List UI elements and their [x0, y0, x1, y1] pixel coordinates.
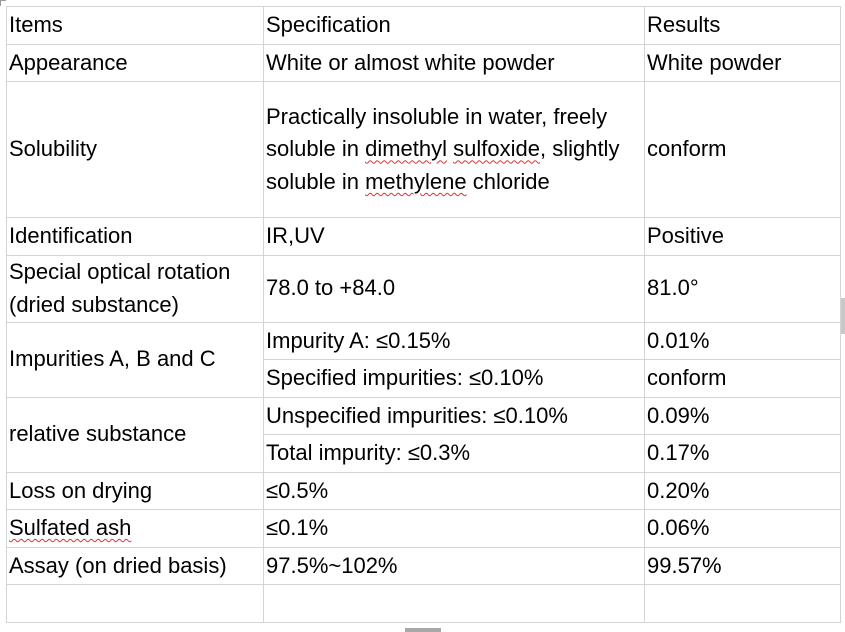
result-cell[interactable]: 0.17% [644, 434, 841, 473]
empty-cell[interactable] [6, 584, 264, 623]
spec-cell[interactable]: Total impurity: ≤0.3% [263, 434, 645, 473]
header-row: Items Specification Results [6, 6, 841, 45]
spellcheck-word: sulfoxide [453, 136, 540, 162]
spec-cell[interactable]: Unspecified impurities: ≤0.10% [263, 396, 645, 435]
table-row: Solubility Practically insoluble in wate… [6, 81, 841, 218]
table-row: relative substance Unspecified impuritie… [6, 396, 841, 473]
item-cell[interactable]: Identification [6, 217, 264, 256]
spec-cell[interactable]: 78.0 to +84.0 [263, 254, 645, 323]
item-line: (dried substance) [9, 291, 179, 317]
result-cell[interactable]: 0.20% [644, 471, 841, 510]
spec-text: , slightly soluble in [266, 136, 620, 194]
table-row: Appearance White or almost white powder … [6, 43, 841, 82]
header-items[interactable]: Items [6, 6, 264, 45]
result-cell[interactable]: 81.0° [644, 254, 841, 323]
item-cell-merged[interactable]: Impurities A, B and C [6, 321, 264, 398]
spec-text: chloride [466, 168, 550, 194]
result-cell[interactable]: conform [644, 359, 841, 398]
item-line: Special optical rotation [9, 259, 231, 284]
table-row: Loss on drying ≤0.5% 0.20% [6, 471, 841, 510]
spec-text: Practically insoluble in water, freely s… [266, 103, 608, 162]
spec-cell[interactable]: ≤0.5% [263, 471, 645, 510]
table-row: Assay (on dried basis) 97.5%~102% 99.57% [6, 546, 841, 585]
item-cell[interactable]: Special optical rotation (dried substance… [6, 254, 264, 323]
item-cell[interactable]: Sulfated ash [6, 509, 264, 548]
specification-table: Items Specification Results Appearance W… [6, 6, 841, 623]
table-row: Sulfated ash ≤0.1% 0.06% [6, 509, 841, 548]
spec-cell[interactable]: Practically insoluble in water, freely s… [263, 81, 645, 218]
spreadsheet-grid: Items Specification Results Appearance W… [6, 6, 841, 623]
item-cell[interactable]: Appearance [6, 43, 264, 82]
result-cell[interactable]: 0.01% [644, 321, 841, 360]
result-cell[interactable]: 0.06% [644, 509, 841, 548]
spellcheck-word: dimethyl [365, 136, 447, 162]
header-specification[interactable]: Specification [263, 6, 645, 45]
spec-cell[interactable]: IR,UV [263, 217, 645, 256]
result-cell[interactable]: 0.09% [644, 396, 841, 435]
item-cell-merged[interactable]: relative substance [6, 396, 264, 473]
spellcheck-word: Sulfated ash [9, 515, 132, 540]
spec-cell[interactable]: White or almost white powder [263, 43, 645, 82]
empty-cell[interactable] [644, 584, 841, 623]
result-cell[interactable]: Positive [644, 217, 841, 256]
bottom-scroll-handle[interactable] [405, 628, 441, 632]
table-row: Special optical rotation (dried substance… [6, 254, 841, 323]
spec-cell[interactable]: ≤0.1% [263, 509, 645, 548]
table-row: Impurities A, B and C Impurity A: ≤0.15%… [6, 321, 841, 398]
spec-cell[interactable]: Impurity A: ≤0.15% [263, 321, 645, 360]
header-results[interactable]: Results [644, 6, 841, 45]
table-row: Identification IR,UV Positive [6, 217, 841, 256]
result-cell[interactable]: conform [644, 81, 841, 218]
empty-table-row [6, 584, 841, 623]
empty-cell[interactable] [263, 584, 645, 623]
table-row: Total impurity: ≤0.3% 0.17% [7, 434, 841, 473]
result-cell[interactable]: 99.57% [644, 546, 841, 585]
spec-cell[interactable]: Specified impurities: ≤0.10% [263, 359, 645, 398]
scrollbar-edge-handle[interactable] [841, 298, 845, 334]
sheet-corner-marker [0, 0, 6, 6]
item-cell[interactable]: Solubility [6, 81, 264, 218]
item-cell[interactable]: Assay (on dried basis) [6, 546, 264, 585]
spec-cell[interactable]: 97.5%~102% [263, 546, 645, 585]
item-cell[interactable]: Loss on drying [6, 471, 264, 510]
spellcheck-word: methylene [365, 168, 467, 194]
result-cell[interactable]: White powder [644, 43, 841, 82]
